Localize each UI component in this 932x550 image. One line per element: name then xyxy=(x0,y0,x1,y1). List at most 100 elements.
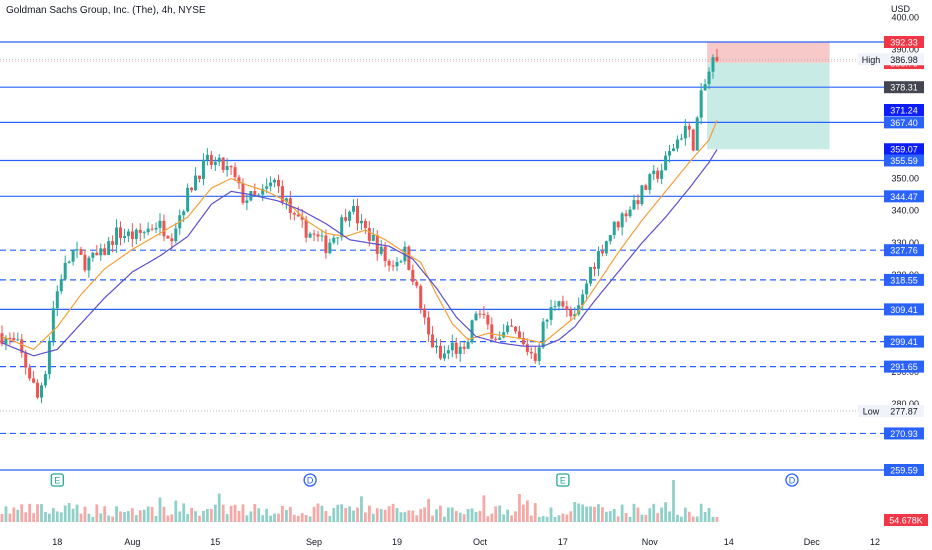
volume-bar xyxy=(518,493,521,522)
candle-body xyxy=(545,319,549,322)
time-tick-label: 15 xyxy=(210,537,220,547)
time-tick-label: 17 xyxy=(558,537,568,547)
price-badge xyxy=(884,36,924,48)
position-zones xyxy=(707,42,830,150)
candle-body xyxy=(261,188,265,195)
volume-bar xyxy=(245,515,249,522)
candle-body xyxy=(91,252,95,258)
price-tick-label: 280.00 xyxy=(891,399,919,409)
price-badge xyxy=(884,273,924,286)
volume-bar xyxy=(170,514,174,522)
volume-bar xyxy=(312,506,316,522)
volume-bar xyxy=(612,508,616,522)
candle-body xyxy=(510,325,514,327)
volume-bar xyxy=(541,516,545,522)
volume-bar xyxy=(502,514,506,522)
volume-bar xyxy=(16,509,20,522)
volume-bar xyxy=(664,502,667,522)
volume-bar xyxy=(51,508,55,522)
volume-bar xyxy=(672,480,675,522)
time-tick-label: Sep xyxy=(306,537,322,547)
candle-body xyxy=(490,324,494,339)
volume-bar xyxy=(711,516,715,522)
candle-body xyxy=(16,339,20,341)
volume-bar xyxy=(687,511,691,522)
candle-body xyxy=(51,308,55,341)
volume-bar xyxy=(217,493,221,522)
volume-bar xyxy=(399,512,403,522)
volume-bar xyxy=(83,506,87,522)
volume-bar xyxy=(597,504,600,522)
candle-body xyxy=(320,235,324,237)
price-badge xyxy=(884,244,924,257)
candle-body xyxy=(446,350,450,354)
candle-body xyxy=(600,251,604,254)
time-tick-label: Dec xyxy=(804,537,821,547)
candle-body xyxy=(593,266,596,269)
volume-bar xyxy=(360,496,363,522)
candle-body xyxy=(225,166,229,171)
volume-bar xyxy=(48,513,51,522)
candle-body xyxy=(683,125,687,139)
candle-body xyxy=(549,307,553,320)
volume-bar xyxy=(676,514,679,522)
volume-bar xyxy=(478,510,482,522)
volume-bar xyxy=(95,504,99,522)
volume-bar xyxy=(257,508,261,522)
candle-body xyxy=(612,221,616,236)
candle-body xyxy=(344,217,348,221)
volume-bar xyxy=(75,504,79,522)
volume-bar xyxy=(340,504,344,522)
volume-bar xyxy=(494,506,498,522)
candle-body xyxy=(506,325,510,333)
volume-bar xyxy=(328,516,332,522)
candle-body xyxy=(312,233,316,235)
candle-body xyxy=(237,177,241,184)
volume-bar xyxy=(593,506,596,522)
volume-bar xyxy=(577,503,581,522)
candle-body xyxy=(656,170,660,179)
volume-bar xyxy=(269,515,272,522)
volume-bar xyxy=(565,514,569,522)
candle-body xyxy=(43,374,47,386)
price-tick-label: 350.00 xyxy=(891,173,919,183)
volume-bar xyxy=(158,497,162,522)
volume-bar xyxy=(146,506,150,522)
candle-body xyxy=(328,242,332,254)
candle-body xyxy=(249,191,253,201)
volume-bar xyxy=(348,506,351,522)
volume-bar xyxy=(715,516,719,522)
volume-bar xyxy=(423,507,427,522)
candle-body xyxy=(284,198,288,202)
candle-body xyxy=(557,301,561,307)
volume-bar xyxy=(660,507,664,522)
candle-body xyxy=(415,281,419,286)
candle-body xyxy=(454,342,458,354)
volume-bar xyxy=(403,512,407,522)
volume-bar xyxy=(482,495,486,522)
candle-body xyxy=(336,237,340,239)
volume-bar xyxy=(111,516,114,522)
candle-body xyxy=(395,262,399,267)
price-badge xyxy=(884,427,924,440)
volume-bar xyxy=(601,507,604,522)
candle-body xyxy=(103,248,107,255)
price-tick-label: 340.00 xyxy=(891,206,919,216)
currency-label: USD xyxy=(891,4,911,14)
volume-bar xyxy=(379,509,383,522)
volume-bar xyxy=(178,511,182,522)
candle-body xyxy=(620,213,624,228)
price-badge-label: 344.47 xyxy=(890,192,918,202)
volume-bar xyxy=(415,515,419,522)
volume-bar xyxy=(620,504,624,522)
price-badge xyxy=(884,143,924,156)
candle-body xyxy=(352,206,356,212)
price-tick-label: 330.00 xyxy=(891,238,919,248)
volume-bar xyxy=(71,508,75,522)
volume-bar xyxy=(549,507,553,522)
high-value-label: 386.98 xyxy=(890,55,918,65)
volume-bar xyxy=(138,510,142,522)
volume-bar xyxy=(537,516,541,522)
candle-body xyxy=(585,283,589,295)
